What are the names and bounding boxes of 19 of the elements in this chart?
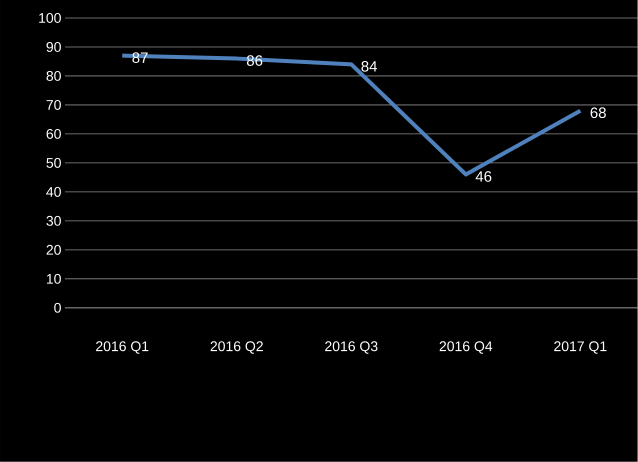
y-tick-label: 80 xyxy=(46,71,61,82)
y-tick-label: 20 xyxy=(46,245,61,255)
y-tick-label: 10 xyxy=(46,274,61,284)
y-tick-label: 90 xyxy=(46,42,61,52)
data-label: 46 xyxy=(476,171,492,182)
y-tick-label: 30 xyxy=(46,216,61,226)
x-tick-label: 2017 Q1 xyxy=(554,341,606,354)
data-label: 68 xyxy=(590,108,606,118)
y-tick-label: 40 xyxy=(46,187,61,197)
y-tick-label: 0 xyxy=(54,302,61,313)
x-tick-label: 2016 Q2 xyxy=(210,341,263,354)
x-tick-label: 2016 Q3 xyxy=(325,341,378,354)
y-tick-label: 50 xyxy=(46,158,61,168)
x-tick-label: 2016 Q1 xyxy=(96,341,148,354)
x-tick-label: 2016 Q4 xyxy=(440,341,492,354)
y-tick-label: 70 xyxy=(46,100,61,110)
y-tick-label: 100 xyxy=(39,13,61,24)
data-label: 84 xyxy=(361,61,378,72)
y-tick-label: 60 xyxy=(46,129,61,140)
